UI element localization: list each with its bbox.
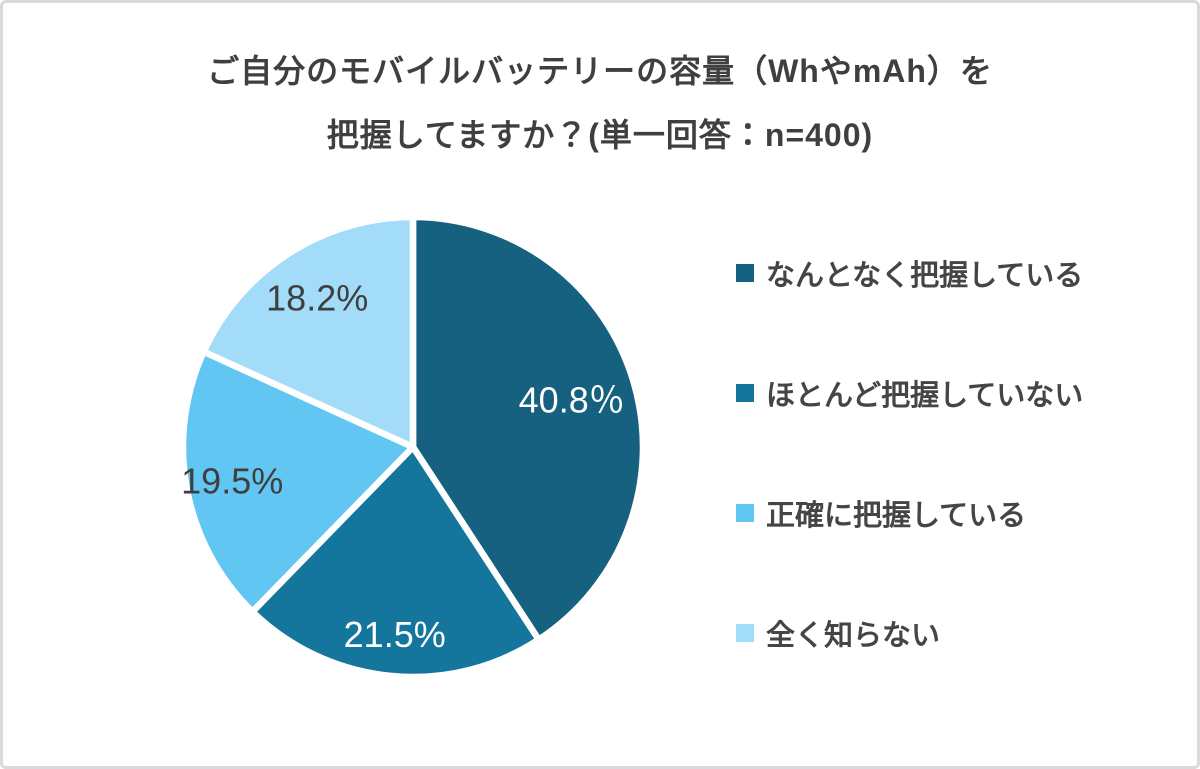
- pie-label-1: 21.5%: [344, 614, 446, 655]
- pie-chart-area: 40.8％ 21.5% 19.5% 18.2%: [175, 209, 651, 685]
- pie-slice-1: [249, 443, 542, 681]
- legend-label-0: なんとなく把握している: [766, 260, 1084, 292]
- pie-slice-3: [200, 213, 417, 451]
- pie-slice-2: [179, 348, 417, 615]
- chart-legend: なんとなく把握している ほとんど把握していない 正確に把握している 全く知らない: [736, 255, 1176, 735]
- legend-item-3: 全く知らない: [736, 615, 1176, 652]
- legend-label-1: ほとんど把握していない: [766, 380, 1084, 412]
- chart-title-line2: 把握してますか？(単一回答：n=400): [326, 117, 874, 153]
- legend-item-1: ほとんど把握していない: [736, 375, 1176, 412]
- legend-marker-icon: [736, 504, 754, 522]
- legend-marker-icon: [736, 264, 754, 282]
- pie-label-3: 18.2%: [266, 278, 368, 319]
- legend-marker-icon: [736, 624, 754, 642]
- legend-item-2: 正確に把握している: [736, 495, 1176, 532]
- pie-chart: 40.8％ 21.5% 19.5% 18.2%: [179, 213, 647, 681]
- chart-title: ご自分のモバイルバッテリーの容量（WhやmAh）を 把握してますか？(単一回答：…: [3, 39, 1197, 167]
- pie-label-0: 40.8％: [519, 379, 625, 420]
- legend-item-0: なんとなく把握している: [736, 255, 1176, 292]
- chart-title-line1: ご自分のモバイルバッテリーの容量（WhやmAh）を: [207, 53, 993, 89]
- pie-label-2: 19.5%: [181, 460, 283, 501]
- legend-label-2: 正確に把握している: [766, 500, 1027, 532]
- legend-label-3: 全く知らない: [766, 620, 941, 652]
- legend-marker-icon: [736, 384, 754, 402]
